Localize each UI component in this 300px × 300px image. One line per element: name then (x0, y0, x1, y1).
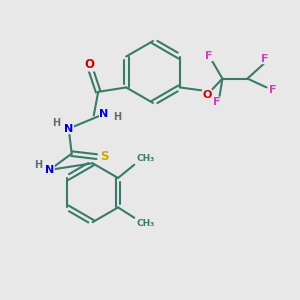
Text: H: H (34, 160, 43, 170)
Text: O: O (202, 90, 212, 100)
Text: F: F (213, 97, 220, 107)
Text: N: N (100, 109, 109, 119)
Text: F: F (269, 85, 276, 95)
Text: N: N (45, 165, 54, 175)
Text: F: F (261, 54, 269, 64)
Text: S: S (100, 150, 108, 163)
Text: O: O (84, 58, 94, 71)
Text: F: F (206, 51, 213, 61)
Text: N: N (64, 124, 74, 134)
Text: CH₃: CH₃ (136, 219, 155, 228)
Text: CH₃: CH₃ (136, 154, 155, 163)
Text: H: H (52, 118, 60, 128)
Text: H: H (113, 112, 121, 122)
